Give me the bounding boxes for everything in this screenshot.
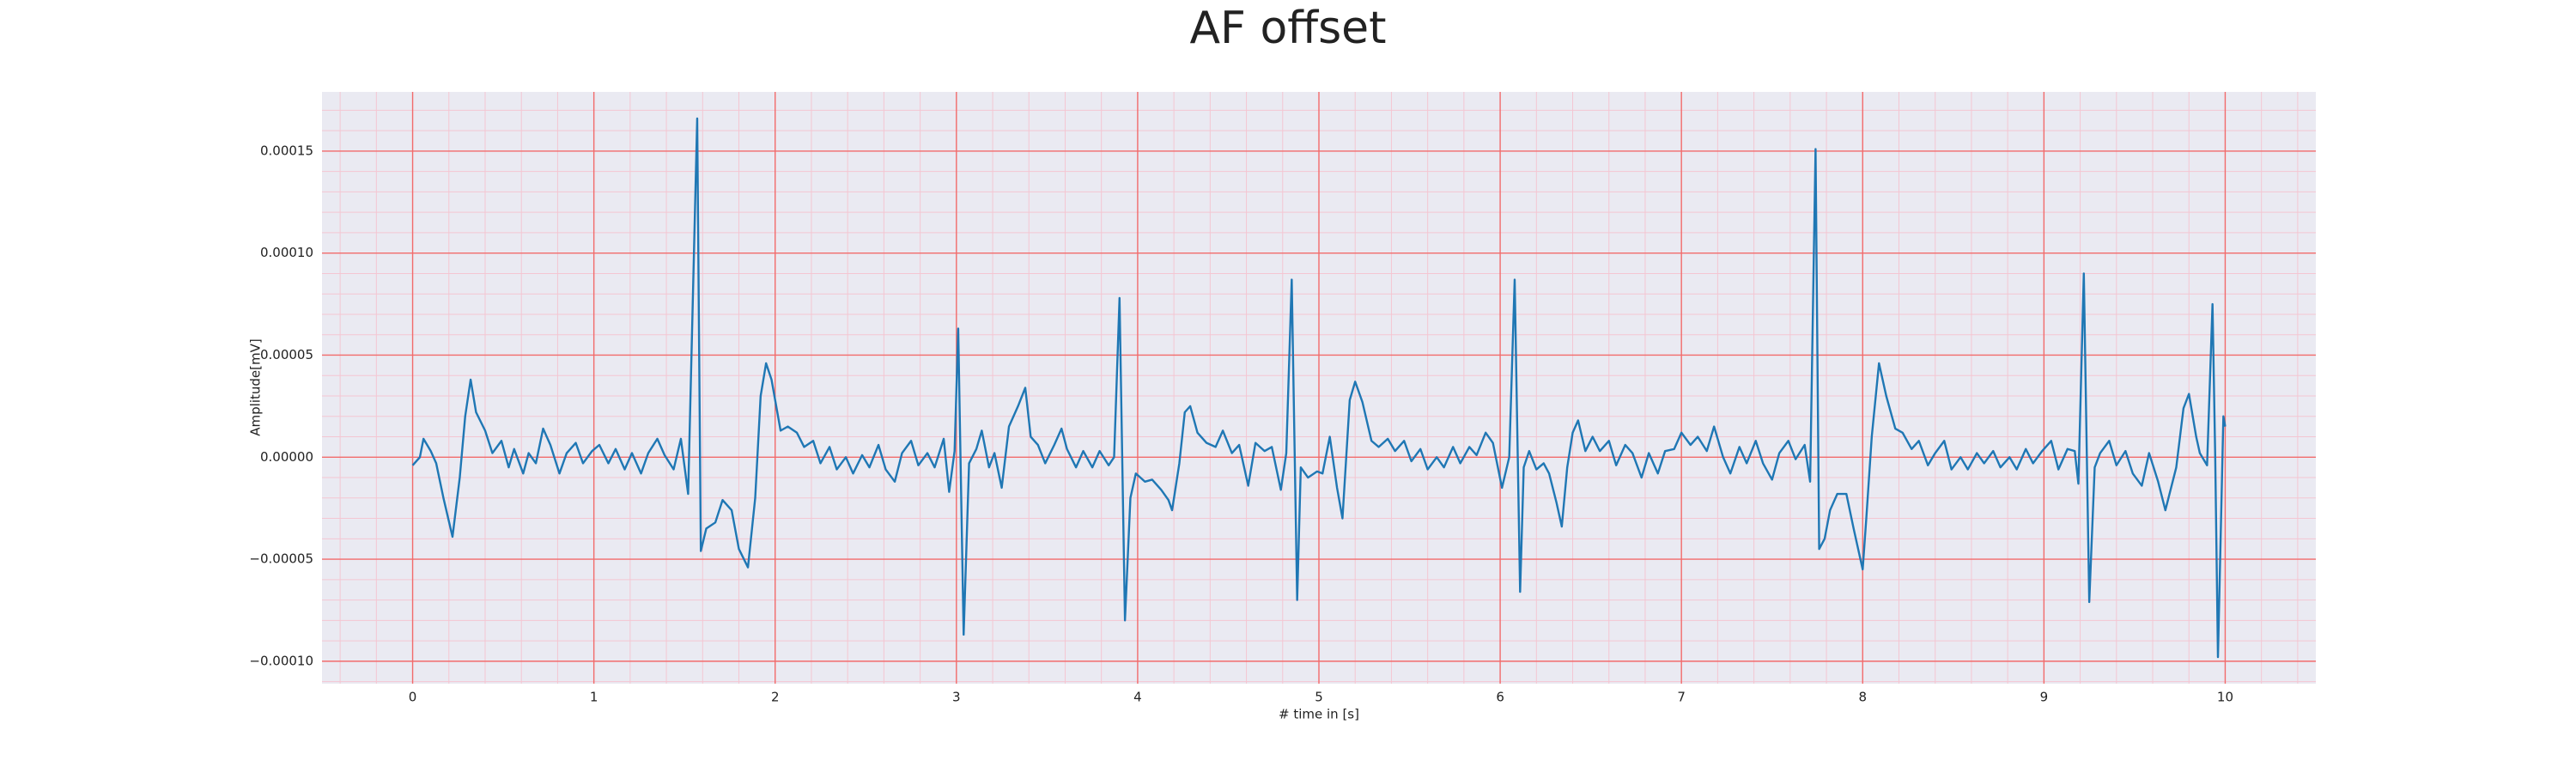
y-axis-label: Amplitude[mV] [248, 338, 264, 435]
x-tick-label: 8 [1858, 690, 1867, 705]
y-tick-label: −0.00005 [249, 551, 313, 567]
signal-line [411, 117, 2227, 659]
x-axis-label: # time in [s] [1279, 707, 1359, 722]
x-tick-label: 7 [1677, 690, 1686, 705]
y-tick-label: 0.00015 [260, 143, 313, 158]
x-tick-label: 3 [952, 690, 961, 705]
y-tick-label: 0.00005 [260, 347, 313, 362]
grid [322, 92, 2316, 684]
x-tick-label: 9 [2040, 690, 2049, 705]
chart-title: AF offset [1189, 3, 1386, 54]
y-tick-label: 0.00000 [260, 449, 313, 465]
x-tick-label: 4 [1133, 690, 1142, 705]
x-tick-label: 5 [1315, 690, 1323, 705]
x-tick-label: 1 [590, 690, 598, 705]
x-tick-label: 10 [2217, 690, 2233, 705]
y-tick-label: −0.00010 [249, 653, 313, 668]
plot: 0 1 2 3 4 5 6 7 8 9 10 −0.00010 −0.00005 0.00000 0.000… [249, 92, 2316, 705]
y-tick-label: 0.00010 [260, 245, 313, 260]
ticks: 0 1 2 3 4 5 6 7 8 9 10 −0.00010 −0.00005 0.00000 0.000… [249, 143, 2233, 704]
x-tick-label: 0 [409, 690, 417, 705]
x-tick-label: 2 [771, 690, 780, 705]
x-tick-label: 6 [1496, 690, 1504, 705]
